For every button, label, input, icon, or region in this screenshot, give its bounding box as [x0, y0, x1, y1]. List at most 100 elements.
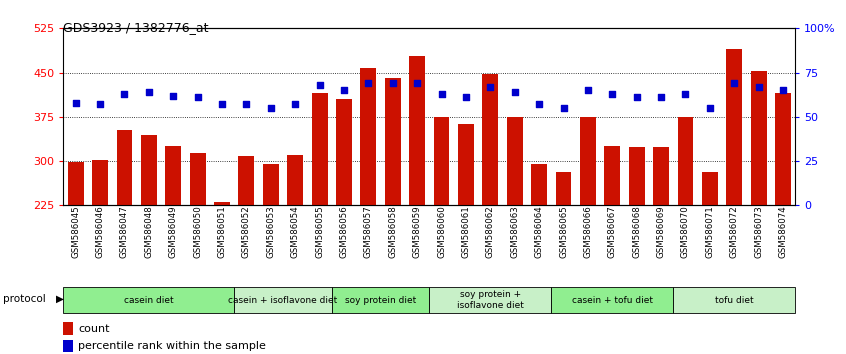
Text: GSM586074: GSM586074	[778, 205, 788, 258]
Point	[313, 82, 327, 88]
Point	[581, 87, 595, 93]
Point	[142, 89, 156, 95]
Text: GSM586073: GSM586073	[754, 205, 763, 258]
Text: GSM586068: GSM586068	[632, 205, 641, 258]
Point	[508, 89, 521, 95]
Text: GSM586059: GSM586059	[413, 205, 421, 258]
Text: GSM586065: GSM586065	[559, 205, 568, 258]
Bar	[92, 160, 108, 205]
Bar	[234, 287, 332, 313]
Text: GSM586060: GSM586060	[437, 205, 446, 258]
Bar	[556, 172, 571, 205]
Text: ▶: ▶	[56, 294, 63, 304]
Bar	[750, 72, 766, 205]
Point	[386, 80, 399, 86]
Bar	[434, 117, 449, 205]
Point	[777, 87, 790, 93]
Text: protocol: protocol	[3, 294, 46, 304]
Text: GSM586064: GSM586064	[535, 205, 544, 258]
Bar	[165, 146, 181, 205]
Text: GSM586056: GSM586056	[339, 205, 349, 258]
Bar	[63, 322, 73, 335]
Bar	[141, 135, 157, 205]
Point	[654, 95, 667, 100]
Point	[435, 91, 448, 97]
Bar	[63, 287, 234, 313]
Point	[606, 91, 619, 97]
Text: GSM586071: GSM586071	[706, 205, 714, 258]
Text: GSM586058: GSM586058	[388, 205, 398, 258]
Point	[215, 102, 228, 107]
Point	[239, 102, 253, 107]
Bar	[263, 164, 278, 205]
Bar	[214, 202, 230, 205]
Bar	[68, 162, 84, 205]
Bar	[507, 117, 523, 205]
Point	[459, 95, 473, 100]
Point	[69, 100, 82, 105]
Text: casein diet: casein diet	[124, 296, 173, 304]
Text: GSM586066: GSM586066	[584, 205, 592, 258]
Point	[93, 102, 107, 107]
Bar	[531, 164, 547, 205]
Text: GSM586062: GSM586062	[486, 205, 495, 258]
Bar	[552, 287, 673, 313]
Text: GSM586063: GSM586063	[510, 205, 519, 258]
Text: GSM586052: GSM586052	[242, 205, 251, 258]
Text: GSM586046: GSM586046	[96, 205, 105, 258]
Text: GSM586049: GSM586049	[168, 205, 178, 258]
Text: GSM586051: GSM586051	[217, 205, 227, 258]
Point	[678, 91, 692, 97]
Point	[557, 105, 570, 111]
Bar	[673, 287, 795, 313]
Bar	[336, 99, 352, 205]
Bar	[288, 155, 303, 205]
Text: GSM586053: GSM586053	[266, 205, 275, 258]
Point	[752, 84, 766, 90]
Point	[338, 87, 351, 93]
Text: count: count	[78, 324, 110, 333]
Text: GSM586045: GSM586045	[71, 205, 80, 258]
Text: GDS3923 / 1382776_at: GDS3923 / 1382776_at	[63, 21, 209, 34]
Bar	[653, 148, 669, 205]
Bar	[385, 79, 401, 205]
Point	[167, 93, 180, 98]
Bar	[409, 56, 425, 205]
Text: GSM586067: GSM586067	[607, 205, 617, 258]
Bar	[482, 74, 498, 205]
Bar	[775, 93, 791, 205]
Point	[728, 80, 741, 86]
Bar	[63, 340, 73, 352]
Bar	[604, 146, 620, 205]
Bar	[117, 130, 132, 205]
Bar	[678, 117, 694, 205]
Point	[361, 80, 375, 86]
Bar	[458, 125, 474, 205]
Text: casein + tofu diet: casein + tofu diet	[572, 296, 653, 304]
Bar	[311, 93, 327, 205]
Point	[410, 80, 424, 86]
Point	[630, 95, 644, 100]
Point	[264, 105, 277, 111]
Point	[703, 105, 717, 111]
Bar	[332, 287, 429, 313]
Bar	[580, 117, 596, 205]
Text: soy protein diet: soy protein diet	[345, 296, 416, 304]
Bar	[239, 156, 255, 205]
Text: GSM586061: GSM586061	[461, 205, 470, 258]
Point	[484, 84, 497, 90]
Text: soy protein +
isoflavone diet: soy protein + isoflavone diet	[457, 290, 524, 310]
Bar	[629, 148, 645, 205]
Bar	[429, 287, 552, 313]
Text: casein + isoflavone diet: casein + isoflavone diet	[228, 296, 338, 304]
Text: percentile rank within the sample: percentile rank within the sample	[78, 341, 266, 351]
Text: GSM586054: GSM586054	[291, 205, 299, 258]
Point	[191, 95, 205, 100]
Point	[288, 102, 302, 107]
Text: GSM586070: GSM586070	[681, 205, 690, 258]
Bar	[360, 68, 376, 205]
Bar	[190, 153, 206, 205]
Point	[118, 91, 131, 97]
Text: GSM586050: GSM586050	[193, 205, 202, 258]
Text: GSM586057: GSM586057	[364, 205, 373, 258]
